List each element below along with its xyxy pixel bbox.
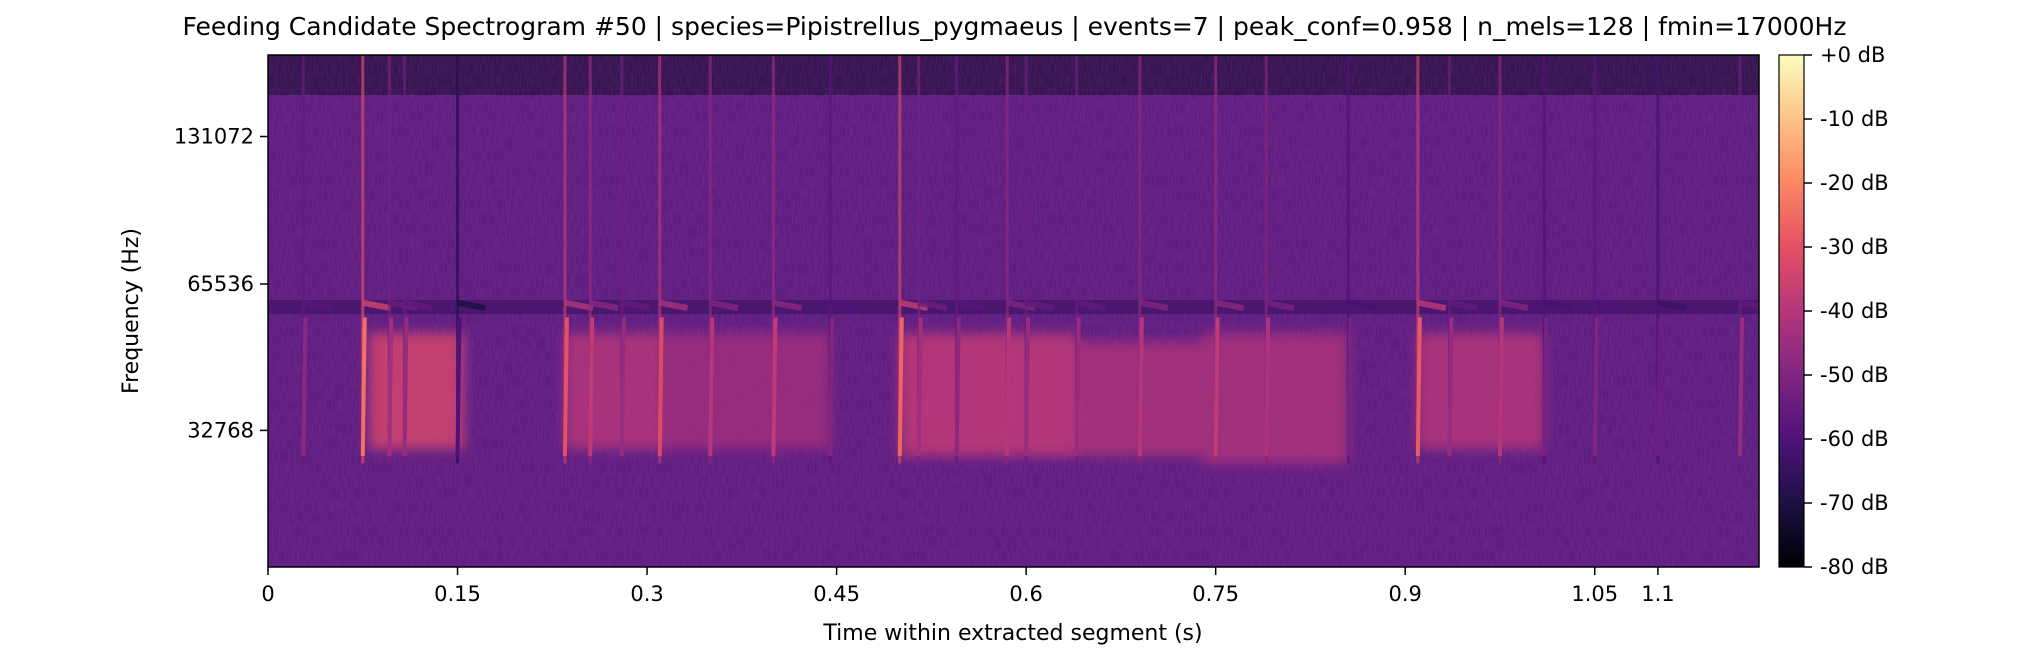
pulse-1 xyxy=(360,55,392,464)
pulse-15 xyxy=(1005,55,1036,464)
pulse-23 xyxy=(1447,55,1478,464)
pulse-12 xyxy=(897,55,929,464)
spectrogram-plot-area xyxy=(268,55,1759,567)
energy-block-0 xyxy=(369,333,464,449)
x-axis: 0 0.15 0.3 0.45 0.6 0.75 0.9 1.05 1.1 xyxy=(261,567,1675,606)
pulse-27 xyxy=(1655,55,1687,464)
y-tick-label-1: 65536 xyxy=(187,272,254,296)
x-tick-label-8: 1.1 xyxy=(1641,582,1674,606)
energy-blocks xyxy=(369,333,1545,464)
pulse-5 xyxy=(562,55,594,464)
pulse-18 xyxy=(1137,55,1169,464)
colorbar-tick-label-8: -80 dB xyxy=(1820,555,1889,579)
pulse-20 xyxy=(1264,55,1295,464)
pulse-6 xyxy=(588,55,619,464)
colorbar-tick-label-5: -50 dB xyxy=(1820,363,1889,387)
pulse-3 xyxy=(402,55,434,464)
pulse-17 xyxy=(1074,55,1106,464)
pulse-28 xyxy=(1738,55,1759,464)
x-tick-label-6: 0.9 xyxy=(1389,582,1422,606)
x-axis-label: Time within extracted segment (s) xyxy=(822,621,1202,646)
pulse-26 xyxy=(1592,55,1624,464)
y-axis-label: Frequency (Hz) xyxy=(119,228,144,394)
colorbar-ticks: +0 dB -10 dB -20 dB -30 dB -40 dB -50 dB -60 d… xyxy=(1804,43,1889,579)
x-tick-label-0: 0 xyxy=(261,582,274,606)
colorbar-tick-label-4: -40 dB xyxy=(1820,299,1889,323)
pulse-14 xyxy=(954,55,986,464)
pulse-21 xyxy=(1346,55,1377,464)
energy-block-6 xyxy=(1417,333,1545,449)
pulse-13 xyxy=(916,55,948,464)
chart-title: Feeding Candidate Spectrogram #50 | spec… xyxy=(182,12,1847,41)
x-tick-label-5: 0.75 xyxy=(1192,582,1239,606)
pulse-19 xyxy=(1213,55,1245,464)
pulse-16 xyxy=(1024,55,1055,464)
pulse-11 xyxy=(828,55,859,464)
y-axis: 32768 65536 131072 xyxy=(174,125,268,442)
plot-frame xyxy=(267,54,1760,568)
pulse-10 xyxy=(771,55,802,464)
energy-block-1 xyxy=(564,333,660,449)
pulse-marks xyxy=(301,55,1759,464)
colorbar-tick-label-1: -10 dB xyxy=(1820,107,1889,131)
colorbar-tick-label-2: -20 dB xyxy=(1820,171,1889,195)
pulse-22 xyxy=(1415,55,1447,464)
x-tick-label-3: 0.45 xyxy=(813,582,860,606)
x-tick-label-4: 0.6 xyxy=(1009,582,1042,606)
pulse-24 xyxy=(1497,55,1529,464)
pulse-8 xyxy=(657,55,689,464)
x-tick-label-1: 0.15 xyxy=(434,582,481,606)
colorbar-tick-label-6: -60 dB xyxy=(1820,427,1889,451)
x-tick-label-7: 1.05 xyxy=(1571,582,1618,606)
pulse-4 xyxy=(455,55,487,464)
colorbar xyxy=(1778,54,1805,568)
x-tick-label-2: 0.3 xyxy=(630,582,663,606)
colorbar-tick-label-3: -30 dB xyxy=(1820,235,1889,259)
pulse-7 xyxy=(619,55,651,464)
energy-block-3 xyxy=(899,333,1077,457)
energy-block-5 xyxy=(1203,333,1349,464)
energy-block-2 xyxy=(659,333,831,449)
colorbar-tick-label-7: -70 dB xyxy=(1820,491,1889,515)
pulse-0 xyxy=(301,55,332,464)
y-tick-label-0: 32768 xyxy=(187,418,254,442)
pulse-25 xyxy=(1542,55,1573,464)
y-tick-label-2: 131072 xyxy=(174,125,254,149)
pulse-9 xyxy=(708,55,739,464)
colorbar-tick-label-0: +0 dB xyxy=(1820,43,1885,67)
